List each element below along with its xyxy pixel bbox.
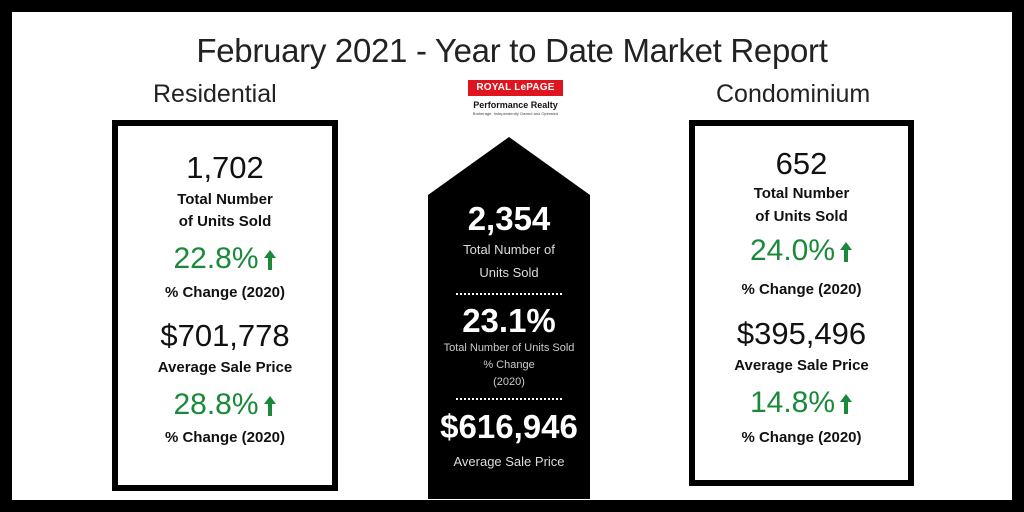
royal-lepage-logo: ROYAL LePAGE Performance Realty Brokerag…	[468, 80, 563, 130]
residential-avg-price: $701,778	[160, 318, 290, 353]
residential-units-change: 22.8%	[173, 242, 259, 275]
total-avg-price: $616,946	[440, 408, 578, 445]
residential-avg-price-label: Average Sale Price	[157, 359, 293, 376]
divider	[456, 293, 562, 295]
total-units-change-label-2: % Change	[483, 359, 535, 371]
residential-price-change: 28.8%	[173, 388, 259, 421]
divider	[456, 398, 562, 400]
up-arrow-icon	[263, 396, 276, 417]
up-arrow-icon	[840, 394, 853, 415]
condominium-units-change-row: 24.0%	[695, 234, 908, 268]
total-units-change-label-1: Total Number of Units Sold	[443, 342, 575, 354]
house-icon	[428, 137, 590, 499]
residential-units-label-1: Total Number	[177, 191, 273, 208]
residential-price-change-row: 28.8%	[118, 388, 332, 422]
up-arrow-icon	[840, 242, 853, 263]
condominium-heading: Condominium	[716, 80, 871, 108]
total-house-shape	[428, 137, 590, 499]
report-title: February 2021 - Year to Date Market Repo…	[196, 32, 828, 69]
condominium-avg-price: $395,496	[736, 316, 867, 351]
condominium-units-change-label: % Change (2020)	[741, 281, 862, 298]
logo-brand: ROYAL LePAGE	[468, 80, 563, 96]
condominium-avg-price-label: Average Sale Price	[734, 357, 869, 374]
total-units-change-label-3: (2020)	[493, 376, 525, 388]
condominium-price-change: 14.8%	[749, 386, 836, 419]
residential-units: 1,702	[186, 150, 264, 185]
up-arrow-icon	[263, 250, 276, 271]
residential-units-change-row: 22.8%	[118, 242, 332, 276]
total-units-label-2: Units Sold	[479, 265, 539, 280]
report-canvas: February 2021 - Year to Date Market Repo…	[12, 12, 1012, 500]
residential-units-change-label: % Change (2020)	[164, 284, 286, 301]
condominium-units-change: 24.0%	[749, 234, 836, 267]
total-units-label-1: Total Number of	[463, 242, 555, 257]
residential-units-label-2: of Units Sold	[178, 213, 272, 230]
total-units: 2,354	[467, 200, 551, 237]
condominium-panel: 652 Total Number of Units Sold 24.0% % C…	[689, 120, 914, 486]
condominium-units-label-2: of Units Sold	[755, 208, 848, 225]
condominium-price-change-label: % Change (2020)	[741, 429, 862, 446]
logo-office: Performance Realty	[473, 100, 558, 110]
residential-price-change-label: % Change (2020)	[164, 429, 286, 446]
total-avg-price-label: Average Sale Price	[453, 454, 565, 469]
condominium-units: 652	[775, 146, 828, 181]
total-units-change: 23.1%	[462, 302, 556, 339]
residential-panel: 1,702 Total Number of Units Sold 22.8% %…	[112, 120, 338, 491]
residential-heading: Residential	[153, 80, 277, 108]
condominium-price-change-row: 14.8%	[695, 386, 908, 420]
condominium-units-label-1: Total Number	[753, 185, 850, 202]
logo-tagline: Brokerage, Independently Owned and Opera…	[472, 111, 559, 116]
